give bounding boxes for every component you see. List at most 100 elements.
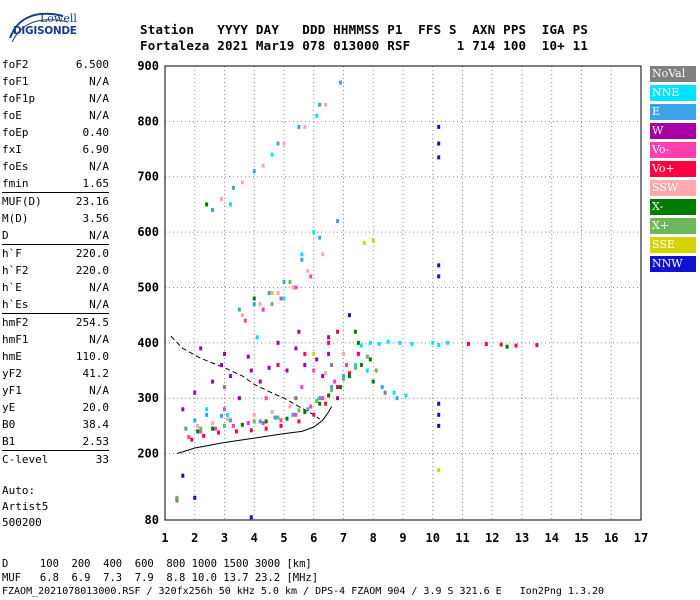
point-x+ <box>270 302 274 307</box>
legend-item: Vo+ <box>650 161 696 177</box>
param-value: N/A <box>89 384 109 397</box>
point-vo- <box>300 385 304 390</box>
y-tick-label: 600 <box>137 225 159 239</box>
legend-item: NNW <box>650 256 696 272</box>
param-value: 23.16 <box>75 195 109 208</box>
x-tick-label: 9 <box>399 531 406 545</box>
point-ssw <box>276 291 280 295</box>
point-nnw <box>437 401 441 406</box>
x-tick-label: 14 <box>545 531 559 545</box>
param-label: yF1 <box>2 384 22 397</box>
point-e <box>380 385 384 390</box>
param-label: MUF(D) <box>2 195 42 208</box>
point-x+ <box>175 495 179 500</box>
point-e <box>228 418 232 423</box>
param-label: yE <box>2 401 16 414</box>
param-label: h`F2 <box>2 264 29 277</box>
point-vo+ <box>202 433 206 438</box>
point-ssw <box>282 141 286 146</box>
param-label: foE <box>2 109 22 122</box>
point-x- <box>359 362 363 367</box>
x-tick-label: 5 <box>280 531 287 545</box>
point-w <box>193 390 197 395</box>
param-row: fxI 6.90 <box>2 141 109 158</box>
point-ssw <box>291 285 295 290</box>
param-label: h`Es <box>2 298 29 311</box>
point-nne <box>359 343 363 348</box>
point-x+ <box>199 426 203 431</box>
digisonde-logo <box>4 4 74 44</box>
point-w <box>220 362 224 367</box>
point-e <box>258 419 262 424</box>
point-ssw <box>270 410 274 415</box>
legend-item: NoVal <box>650 66 696 82</box>
param-value: 220.0 <box>75 264 109 277</box>
point-e <box>342 374 345 379</box>
header-values: Fortaleza 2021 Mar19 078 013000 RSF 1 71… <box>140 38 589 53</box>
plot-frame <box>164 65 642 521</box>
point-vo- <box>243 318 247 323</box>
point-x- <box>339 385 343 390</box>
point-sse <box>362 241 366 246</box>
point-ssw <box>258 302 262 307</box>
point-x- <box>303 410 307 415</box>
point-nnw <box>437 155 441 160</box>
param-row: M(D) 3.56 <box>2 210 109 227</box>
point-e <box>220 413 224 418</box>
echo-points <box>175 80 539 520</box>
param-label: fxI <box>2 143 22 156</box>
logo-swoosh-icon <box>9 12 69 43</box>
point-e <box>318 102 322 107</box>
point-ssw <box>324 371 328 376</box>
param-value: 41.2 <box>82 367 110 380</box>
y-axis-ticks: 80 200 300 400 500 600 700 800 900 <box>137 59 159 527</box>
point-w <box>223 351 226 356</box>
point-vo- <box>279 418 283 423</box>
point-e <box>252 169 256 174</box>
legend-item: SSW <box>650 180 696 196</box>
x-tick-label: 15 <box>574 531 588 545</box>
param-value: 33 <box>95 453 109 466</box>
param-row: C-level 33 <box>2 450 109 468</box>
point-e <box>205 412 209 417</box>
param-row: MUF(D) 23.16 <box>2 192 109 210</box>
param-value: N/A <box>89 75 109 88</box>
point-vo- <box>214 426 218 431</box>
param-label: foEp <box>2 126 29 139</box>
point-vo- <box>294 412 298 417</box>
param-label: hmF2 <box>2 316 29 329</box>
point-nnw <box>347 313 351 318</box>
point-nne <box>312 230 316 235</box>
point-e <box>184 426 188 431</box>
param-row: foF1p N/A <box>2 90 109 107</box>
param-label: C-level <box>2 453 49 466</box>
param-label: D <box>2 229 9 242</box>
param-row: hmF2 254.5 <box>2 313 109 331</box>
x-tick-label: 11 <box>455 531 469 545</box>
point-x+ <box>223 423 226 428</box>
point-vo- <box>223 407 226 412</box>
point-x- <box>347 374 351 379</box>
point-e <box>237 307 241 312</box>
point-vo+ <box>264 426 268 431</box>
point-vo+ <box>327 340 331 345</box>
curve-profile <box>176 406 333 455</box>
point-x- <box>327 393 331 398</box>
point-nnw <box>181 473 185 478</box>
point-vo- <box>246 421 250 426</box>
param-row: foE N/A <box>2 107 109 124</box>
point-vo- <box>294 285 298 290</box>
param-row: foF1 N/A <box>2 73 109 90</box>
point-nne <box>282 296 286 301</box>
point-ssw <box>240 180 244 185</box>
param-label: hmF1 <box>2 333 29 346</box>
point-vo+ <box>336 329 340 334</box>
param-label: h`F <box>2 247 22 260</box>
point-x- <box>356 340 360 345</box>
point-e <box>336 219 340 224</box>
param-row: h`E N/A <box>2 279 109 296</box>
legend-item: X+ <box>650 218 696 234</box>
param-value: 2.53 <box>82 435 110 448</box>
point-e <box>339 80 343 85</box>
point-x+ <box>252 419 256 424</box>
